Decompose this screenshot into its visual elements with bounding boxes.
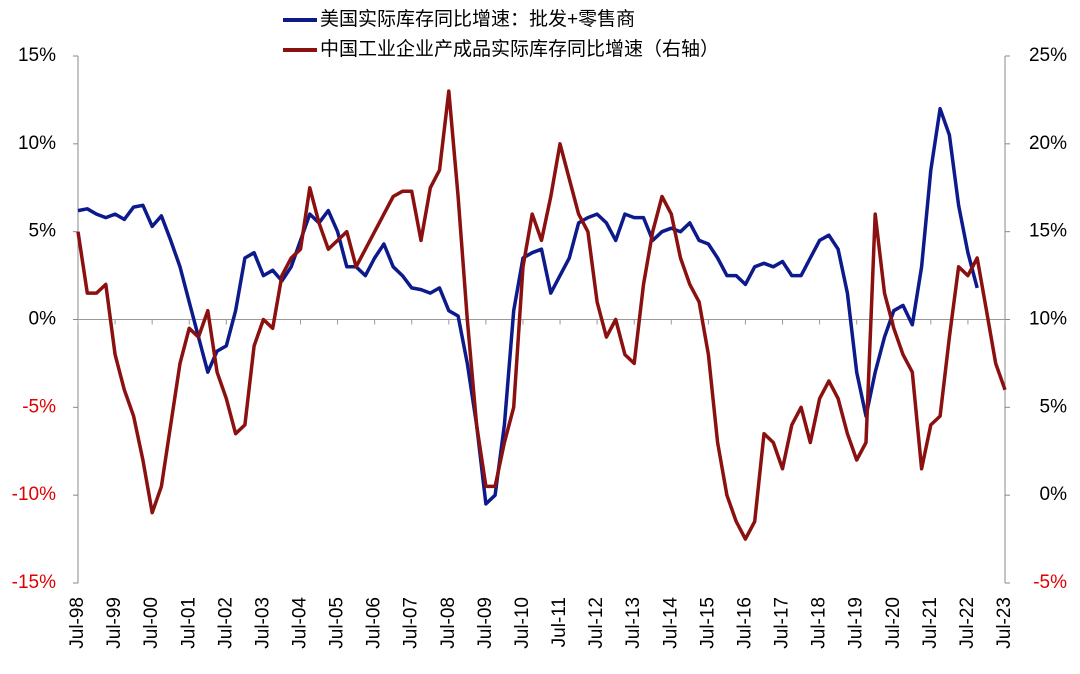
x-tick-label: Jul-15 <box>697 597 718 649</box>
x-tick-label: Jul-23 <box>994 597 1015 649</box>
x-tick-label: Jul-01 <box>178 597 199 649</box>
y-tick-label: 10% <box>18 133 56 154</box>
x-tick-label: Jul-08 <box>438 597 459 649</box>
y-tick-label: -5% <box>22 396 56 417</box>
y2-tick-label: 5% <box>1040 396 1068 417</box>
x-tick-label: Jul-16 <box>734 597 755 649</box>
y-tick-label: 5% <box>29 221 57 242</box>
y2-tick-label: -5% <box>1033 572 1067 593</box>
x-tick-label: Jul-10 <box>512 597 533 649</box>
y2-tick-label: 25% <box>1029 45 1067 66</box>
y-tick-label: 15% <box>18 45 56 66</box>
legend-label: 中国工业企业产成品实际库存同比增速（右轴） <box>320 38 719 60</box>
x-tick-label: Jul-04 <box>289 597 310 649</box>
y-tick-label: 0% <box>29 309 57 330</box>
x-tick-label: Jul-20 <box>883 597 904 649</box>
x-tick-label: Jul-00 <box>141 597 162 649</box>
series-line <box>76 89 1007 541</box>
x-tick-label: Jul-19 <box>846 597 867 649</box>
x-tick-label: Jul-12 <box>586 597 607 649</box>
x-tick-label: Jul-21 <box>920 597 941 649</box>
x-tick-label: Jul-14 <box>660 597 681 649</box>
y-tick-label: -15% <box>12 572 56 593</box>
y-tick-label: -10% <box>12 484 56 505</box>
x-tick-label: Jul-22 <box>957 597 978 649</box>
legend-label: 美国实际库存同比增速：批发+零售商 <box>320 8 635 30</box>
x-tick-label: Jul-99 <box>104 597 125 649</box>
x-tick-label: Jul-18 <box>809 597 830 649</box>
series-line <box>77 106 979 506</box>
x-tick-label: Jul-03 <box>252 597 273 649</box>
x-tick-label: Jul-09 <box>475 597 496 649</box>
x-tick-label: Jul-07 <box>401 597 422 649</box>
x-tick-label: Jul-17 <box>772 597 793 649</box>
y2-tick-label: 15% <box>1029 221 1067 242</box>
x-tick-label: Jul-05 <box>327 597 348 649</box>
x-tick-label: Jul-06 <box>364 597 385 649</box>
x-tick-label: Jul-02 <box>215 597 236 649</box>
x-tick-label: Jul-11 <box>549 597 570 647</box>
x-tick-label: Jul-98 <box>67 597 88 649</box>
y2-tick-label: 10% <box>1029 309 1067 330</box>
y2-tick-label: 20% <box>1029 133 1067 154</box>
x-tick-label: Jul-13 <box>623 597 644 649</box>
y2-tick-label: 0% <box>1040 484 1068 505</box>
